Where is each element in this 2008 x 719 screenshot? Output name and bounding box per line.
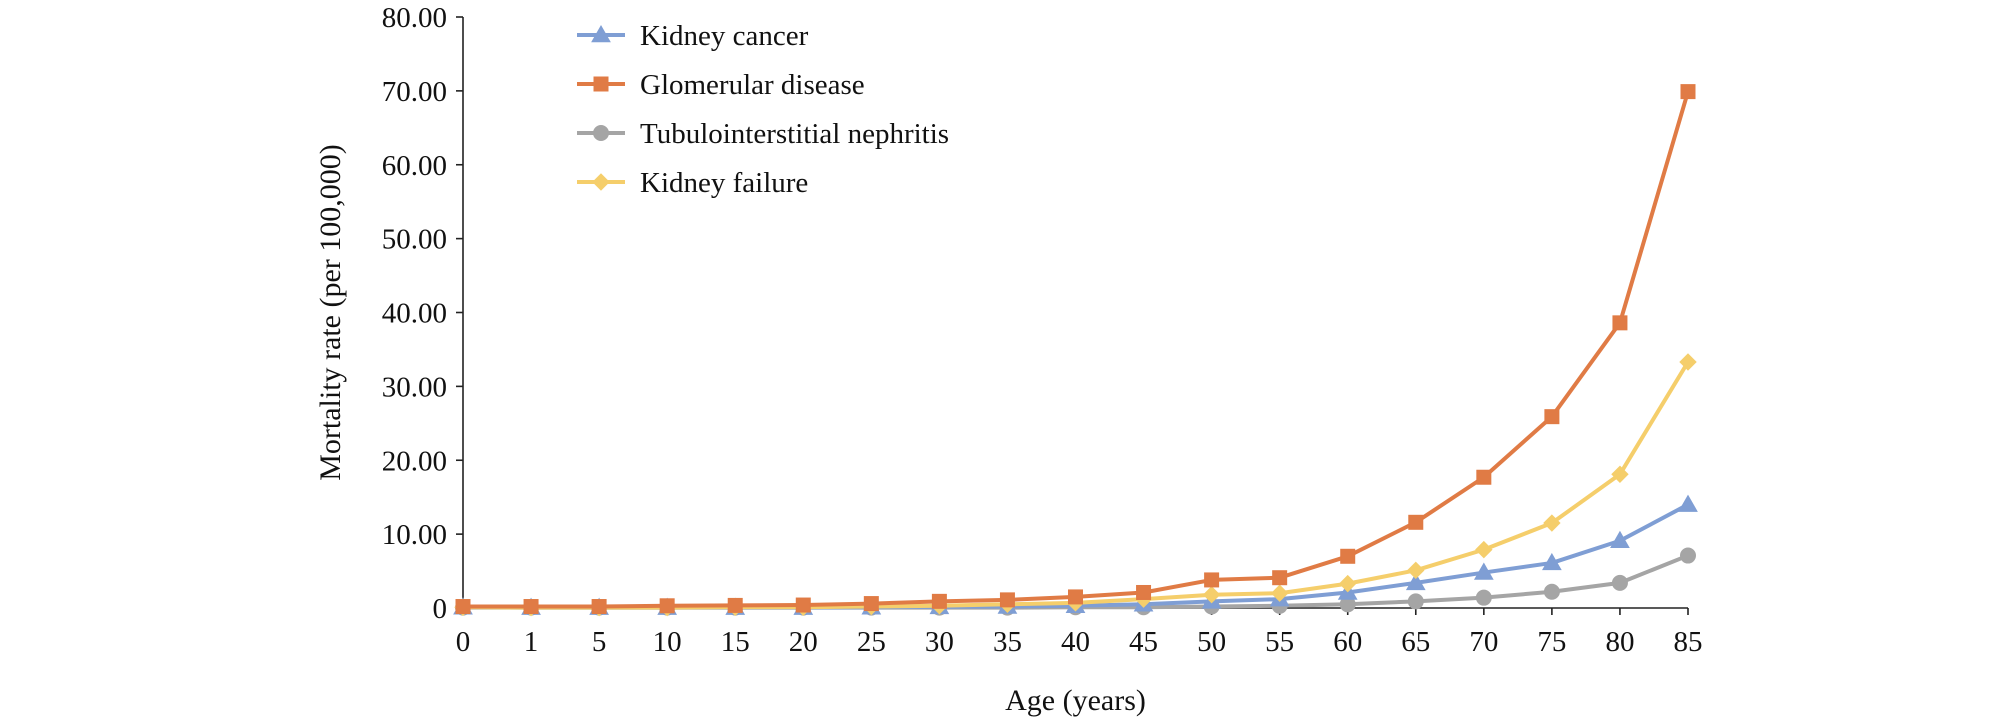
y-tick-label: 10.00	[382, 519, 447, 551]
data-point-glomerular-disease	[1612, 315, 1628, 331]
legend-item-kidney-cancer: Kidney cancer	[577, 20, 809, 52]
data-point-glomerular-disease	[591, 599, 607, 615]
legend-label-kidney-failure: Kidney failure	[640, 167, 808, 199]
data-point-kidney-failure	[1407, 561, 1425, 580]
legend-label-glomerular-disease: Glomerular disease	[640, 69, 865, 101]
data-point-glomerular-disease	[1408, 514, 1424, 530]
x-tick-label: 35	[993, 626, 1022, 658]
data-point-kidney-cancer	[1473, 562, 1494, 580]
y-tick-label: 70.00	[382, 76, 447, 108]
x-tick-label: 25	[857, 626, 886, 658]
data-point-glomerular-disease	[455, 599, 471, 615]
data-point-glomerular-disease	[1340, 548, 1356, 564]
y-tick-label: 40.00	[382, 298, 447, 330]
x-tick-label: 20	[789, 626, 818, 658]
axes: 0 10.00 20.00 30.00 40.00 50.00 60.00 70.00 80.0…	[382, 2, 1703, 658]
data-point-glomerular-disease	[931, 593, 947, 609]
x-tick-label: 0	[456, 626, 471, 658]
x-tick-label: 75	[1537, 626, 1566, 658]
legend-label-kidney-cancer: Kidney cancer	[640, 20, 809, 52]
x-tick-label: 45	[1129, 626, 1158, 658]
series-glomerular-disease	[455, 84, 1696, 615]
data-point-kidney-failure	[1270, 584, 1289, 602]
x-tick-label: 1	[524, 626, 539, 658]
data-point-tubulointerstitial-nephritis	[1680, 547, 1696, 564]
y-tick-label: 20.00	[382, 445, 447, 477]
data-point-glomerular-disease	[1272, 570, 1288, 586]
data-point-kidney-cancer	[1610, 530, 1630, 549]
x-tick-label: 85	[1674, 626, 1703, 658]
legend: Kidney cancer Glomerular disease Tubuloint…	[577, 20, 949, 199]
data-point-kidney-cancer	[1678, 494, 1698, 512]
x-tick-label: 30	[925, 626, 954, 658]
x-tick-label: 65	[1401, 626, 1430, 658]
y-tick-label: 60.00	[382, 150, 447, 182]
data-point-tubulointerstitial-nephritis	[1475, 589, 1492, 606]
y-tick-label: 0	[433, 593, 448, 625]
data-point-glomerular-disease	[1136, 584, 1152, 600]
y-tick-label: 80.00	[382, 2, 447, 34]
x-tick-label: 15	[721, 626, 750, 658]
legend-marker-kidney-failure	[592, 173, 610, 191]
series-layer	[453, 84, 1698, 617]
x-tick-label: 40	[1061, 626, 1090, 658]
data-point-kidney-failure	[1543, 514, 1561, 532]
data-point-glomerular-disease	[1680, 84, 1696, 100]
legend-marker-kidney-cancer	[591, 24, 611, 43]
data-point-kidney-failure	[1475, 540, 1493, 559]
legend-label-tubulointerstitial-nephritis: Tubulointerstitial nephritis	[640, 118, 949, 150]
data-point-glomerular-disease	[523, 599, 539, 615]
legend-item-glomerular-disease: Glomerular disease	[577, 69, 865, 101]
data-point-glomerular-disease	[1476, 469, 1492, 485]
data-point-kidney-failure	[1679, 353, 1697, 371]
x-tick-label: 55	[1265, 626, 1294, 658]
data-point-tubulointerstitial-nephritis	[1543, 583, 1560, 600]
legend-item-tubulointerstitial-nephritis: Tubulointerstitial nephritis	[577, 118, 949, 150]
data-point-kidney-failure	[1611, 465, 1629, 483]
x-tick-label: 50	[1197, 626, 1226, 658]
data-point-kidney-cancer	[1405, 572, 1426, 591]
y-tick-label: 30.00	[382, 371, 447, 403]
y-tick-label: 50.00	[382, 224, 447, 256]
data-point-glomerular-disease	[1544, 409, 1560, 425]
y-axis-title: Mortality rate (per 100,000)	[314, 144, 347, 481]
data-point-glomerular-disease	[727, 597, 743, 613]
data-point-glomerular-disease	[863, 596, 879, 612]
x-tick-label: 80	[1605, 626, 1634, 658]
data-point-glomerular-disease	[1068, 589, 1083, 605]
data-point-tubulointerstitial-nephritis	[1407, 593, 1424, 610]
data-point-glomerular-disease	[659, 598, 675, 614]
x-tick-label: 10	[653, 626, 682, 658]
data-point-kidney-cancer	[1542, 552, 1562, 571]
x-tick-label: 5	[592, 626, 607, 658]
data-point-kidney-failure	[1202, 585, 1221, 604]
legend-item-kidney-failure: Kidney failure	[577, 167, 808, 199]
data-point-glomerular-disease	[795, 597, 811, 613]
series-kidney-failure	[454, 353, 1697, 617]
x-tick-label: 70	[1469, 626, 1498, 658]
data-point-glomerular-disease	[1204, 572, 1220, 588]
legend-marker-tubulointerstitial-nephritis	[593, 125, 609, 141]
x-tick-label: 60	[1333, 626, 1362, 658]
data-point-tubulointerstitial-nephritis	[1611, 574, 1628, 591]
legend-marker-glomerular-disease	[593, 76, 609, 92]
data-point-glomerular-disease	[999, 592, 1015, 608]
x-axis-title: Age (years)	[1005, 684, 1146, 717]
data-point-kidney-failure	[1339, 574, 1357, 593]
